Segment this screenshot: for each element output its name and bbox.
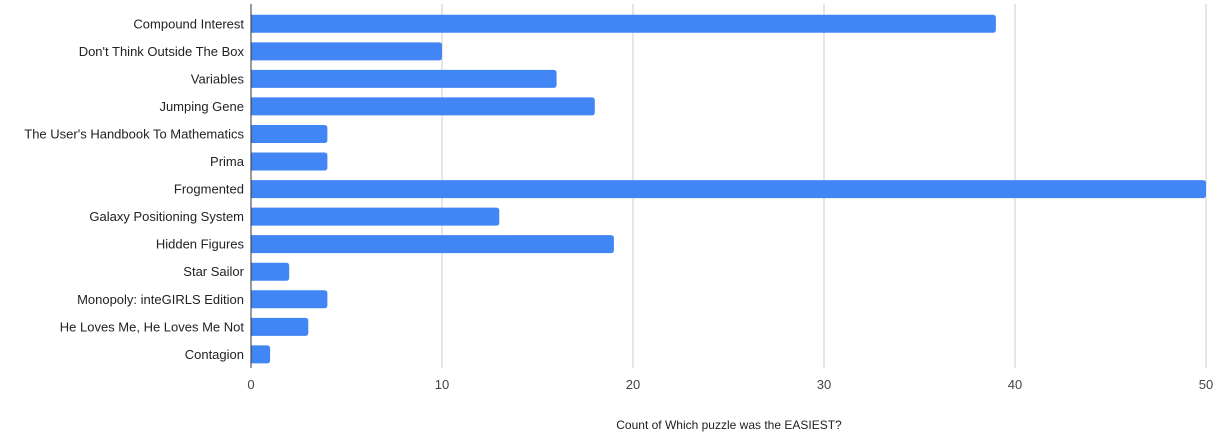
category-label: Don't Think Outside The Box: [79, 44, 245, 59]
bar: [251, 262, 290, 281]
bar: [251, 317, 309, 336]
bar: [251, 235, 614, 254]
category-label: Star Sailor: [183, 264, 244, 279]
category-label: Hidden Figures: [156, 237, 245, 252]
bar: [251, 345, 271, 364]
x-tick-label: 30: [817, 377, 831, 392]
category-label: Compound Interest: [133, 16, 244, 31]
x-tick-label: 10: [435, 377, 449, 392]
category-label: Variables: [191, 71, 245, 86]
x-tick-label: 40: [1008, 377, 1022, 392]
category-label: Jumping Gene: [159, 99, 244, 114]
bar: [251, 180, 1206, 199]
category-label: Frogmented: [174, 182, 244, 197]
bars: [251, 14, 1206, 364]
category-label: The User's Handbook To Mathematics: [24, 126, 244, 141]
bar: [251, 207, 500, 226]
x-tick-label: 0: [247, 377, 254, 392]
category-label: Galaxy Positioning System: [89, 209, 244, 224]
bar: [251, 124, 328, 143]
bar: [251, 14, 996, 33]
bar: [251, 69, 557, 88]
bar: [251, 152, 328, 171]
category-labels: Compound Interest Don't Think Outside The…: [24, 16, 244, 362]
x-tick-label: 50: [1199, 377, 1213, 392]
x-axis-title: Count of Which puzzle was the EASIEST?: [616, 418, 842, 432]
x-tick-label: 20: [626, 377, 640, 392]
bar: [251, 97, 595, 116]
bar: [251, 290, 328, 309]
category-label: Contagion: [185, 347, 244, 362]
bar: [251, 42, 442, 61]
x-tick-labels: 0 10 20 30 40 50: [247, 377, 1213, 392]
category-label: Prima: [210, 154, 245, 169]
category-label: Monopoly: inteGIRLS Edition: [77, 292, 244, 307]
category-label: He Loves Me, He Loves Me Not: [60, 319, 245, 334]
